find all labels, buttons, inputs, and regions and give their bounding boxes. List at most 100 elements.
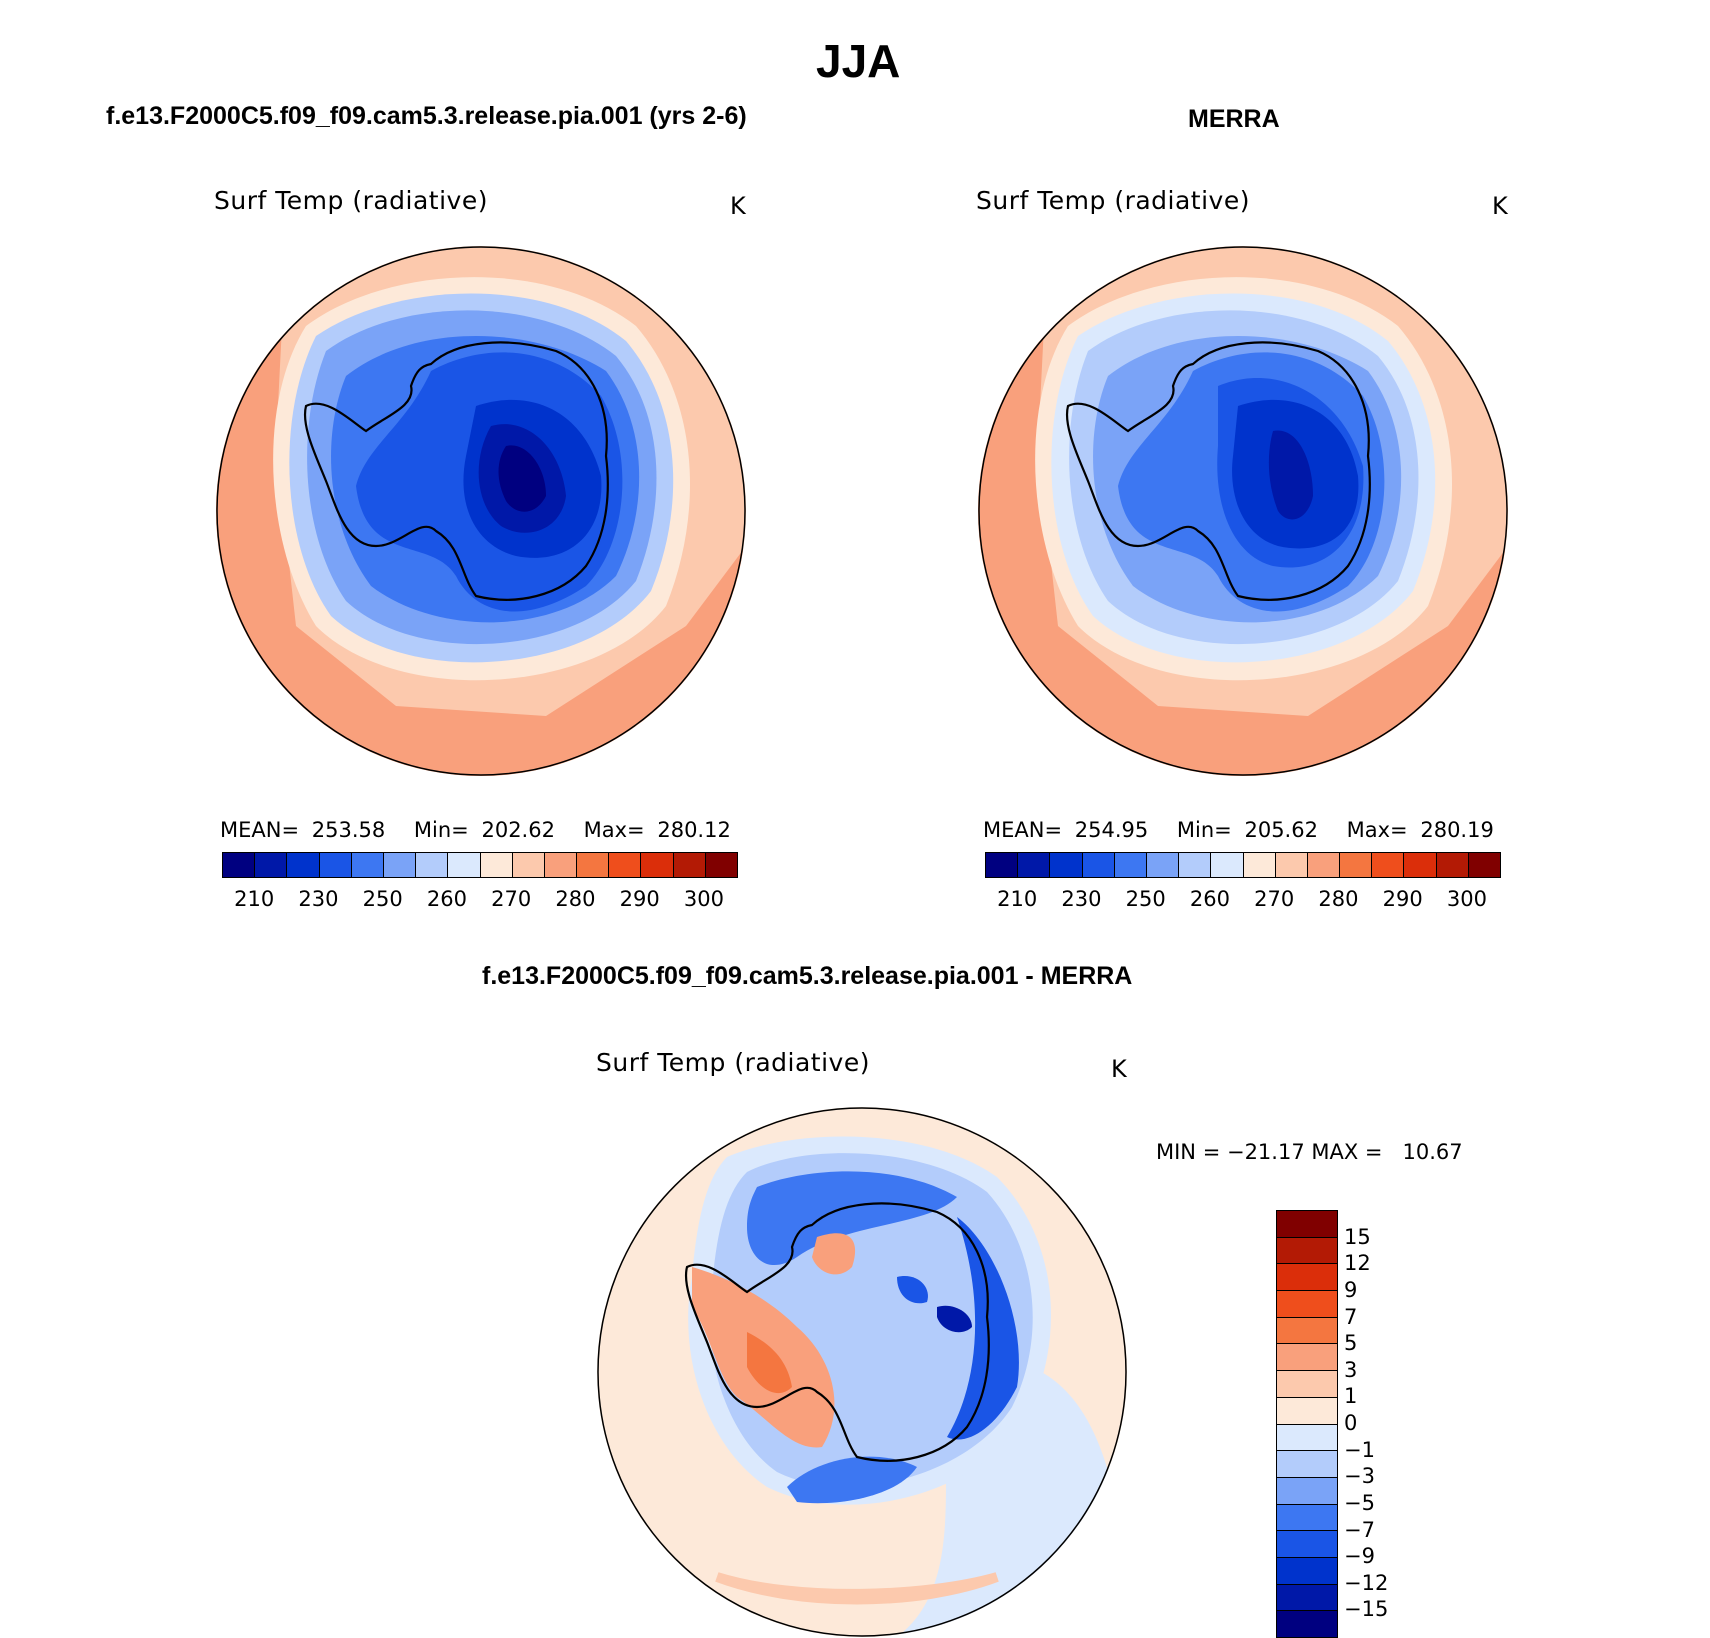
colorbar-swatch bbox=[1275, 853, 1308, 877]
panel-2-colorbar bbox=[985, 852, 1501, 878]
antarctica-coastline bbox=[303, 341, 609, 601]
colorbar-tick-label: −5 bbox=[1344, 1490, 1375, 1515]
panel-2-max-label: Max= bbox=[1346, 818, 1408, 842]
colorbar-swatch bbox=[1340, 853, 1373, 877]
colorbar-swatch bbox=[1277, 1211, 1337, 1238]
colorbar-swatch bbox=[1277, 1611, 1337, 1637]
colorbar-swatch bbox=[255, 853, 288, 877]
panel-2-min-label: Min= bbox=[1176, 818, 1232, 842]
colorbar-swatch bbox=[705, 853, 737, 877]
colorbar-swatch bbox=[1277, 1504, 1337, 1532]
antarctica-coastline bbox=[1065, 341, 1371, 601]
colorbar-tick-label: −3 bbox=[1344, 1464, 1375, 1489]
colorbar-swatch bbox=[1277, 1451, 1337, 1478]
colorbar-tick-label: 280 bbox=[555, 887, 596, 911]
colorbar-tick-label: 260 bbox=[426, 887, 467, 911]
colorbar-swatch bbox=[673, 853, 706, 877]
panel-1-map bbox=[216, 246, 746, 776]
colorbar-tick-label: 270 bbox=[491, 887, 532, 911]
colorbar-swatch bbox=[1307, 853, 1341, 877]
diff-map bbox=[597, 1107, 1127, 1637]
colorbar-swatch bbox=[383, 853, 417, 877]
colorbar-swatch bbox=[1277, 1424, 1337, 1452]
colorbar-swatch bbox=[641, 853, 674, 877]
colorbar-swatch bbox=[1468, 853, 1500, 877]
panel-2-plot-title: Surf Temp (radiative) bbox=[976, 186, 1250, 215]
panel-2-colorbar-labels: 210 230 250 260 270 280 290 300 bbox=[985, 887, 1499, 913]
colorbar-swatch bbox=[1114, 853, 1147, 877]
colorbar-tick-label: 230 bbox=[1061, 887, 1102, 911]
colorbar-swatch bbox=[1277, 1397, 1337, 1425]
colorbar-swatch bbox=[1211, 853, 1244, 877]
colorbar-tick-label: 270 bbox=[1254, 887, 1295, 911]
panel-2-heading: MERRA bbox=[1188, 105, 1280, 133]
colorbar-swatch bbox=[1436, 853, 1469, 877]
colorbar-tick-label: 15 bbox=[1344, 1224, 1371, 1249]
colorbar-tick-label: 250 bbox=[362, 887, 403, 911]
diff-colorbar bbox=[1276, 1210, 1338, 1638]
colorbar-tick-label: 12 bbox=[1344, 1251, 1371, 1276]
colorbar-tick-label: 7 bbox=[1344, 1304, 1358, 1329]
colorbar-swatch bbox=[448, 853, 481, 877]
colorbar-swatch bbox=[1404, 853, 1437, 877]
panel-1-stats: MEAN= 253.58 Min= 202.62 Max= 280.12 bbox=[220, 818, 731, 842]
panel-2-units: K bbox=[1492, 192, 1508, 220]
panel-1-heading: f.e13.F2000C5.f09_f09.cam5.3.release.pia… bbox=[106, 102, 747, 130]
colorbar-tick-label: 290 bbox=[619, 887, 660, 911]
colorbar-tick-label: 260 bbox=[1189, 887, 1230, 911]
panel-1-min-value: 202.62 bbox=[481, 818, 555, 842]
colorbar-swatch bbox=[480, 853, 513, 877]
diff-plot-title: Surf Temp (radiative) bbox=[596, 1048, 870, 1077]
colorbar-swatch bbox=[1277, 1317, 1337, 1345]
colorbar-tick-label: 0 bbox=[1344, 1411, 1358, 1435]
colorbar-tick-label: 300 bbox=[683, 887, 724, 911]
antarctica-coastline bbox=[684, 1202, 990, 1462]
panel-1-units: K bbox=[730, 192, 746, 220]
colorbar-swatch bbox=[1277, 1264, 1337, 1292]
panel-2-max-value: 280.19 bbox=[1420, 818, 1494, 842]
colorbar-swatch bbox=[223, 853, 256, 877]
diff-heading: f.e13.F2000C5.f09_f09.cam5.3.release.pia… bbox=[482, 962, 1133, 990]
panel-2-map bbox=[978, 246, 1508, 776]
diff-minmax: MIN = −21.17 MAX = 10.67 bbox=[1156, 1140, 1463, 1164]
colorbar-swatch bbox=[544, 853, 578, 877]
colorbar-swatch bbox=[1243, 853, 1276, 877]
colorbar-swatch bbox=[1277, 1531, 1337, 1558]
panel-2-stats: MEAN= 254.95 Min= 205.62 Max= 280.19 bbox=[983, 818, 1494, 842]
colorbar-swatch bbox=[416, 853, 449, 877]
colorbar-swatch bbox=[609, 853, 642, 877]
colorbar-swatch bbox=[577, 853, 610, 877]
colorbar-tick-label: 250 bbox=[1125, 887, 1166, 911]
panel-2-mean-value: 254.95 bbox=[1074, 818, 1149, 842]
colorbar-swatch bbox=[1082, 853, 1115, 877]
colorbar-swatch bbox=[351, 853, 384, 877]
colorbar-swatch bbox=[1018, 853, 1051, 877]
colorbar-tick-label: 5 bbox=[1344, 1331, 1358, 1356]
panel-1-max-label: Max= bbox=[583, 818, 645, 842]
colorbar-swatch bbox=[1050, 853, 1083, 877]
colorbar-swatch bbox=[1277, 1477, 1337, 1505]
panel-1-plot-title: Surf Temp (radiative) bbox=[214, 186, 488, 215]
colorbar-swatch bbox=[986, 853, 1019, 877]
colorbar-swatch bbox=[1277, 1237, 1337, 1265]
figure-title: JJA bbox=[816, 35, 901, 87]
colorbar-swatch bbox=[512, 853, 545, 877]
colorbar-swatch bbox=[1277, 1344, 1337, 1372]
colorbar-tick-label: 300 bbox=[1446, 887, 1487, 911]
panel-2-min-value: 205.62 bbox=[1244, 818, 1318, 842]
panel-1-mean-label: MEAN= bbox=[220, 818, 300, 842]
panel-1-colorbar-labels: 210 230 250 260 270 280 290 300 bbox=[222, 887, 736, 913]
colorbar-tick-label: 3 bbox=[1344, 1357, 1358, 1382]
colorbar-swatch bbox=[287, 853, 320, 877]
colorbar-swatch bbox=[1277, 1371, 1337, 1398]
diff-colorbar-labels: 15 12 9 7 5 3 1 0 −1 −3 −5 −7 −9 −12 −15 bbox=[1344, 1210, 1404, 1636]
colorbar-tick-label: 290 bbox=[1382, 887, 1423, 911]
colorbar-tick-label: 1 bbox=[1344, 1384, 1358, 1409]
colorbar-swatch bbox=[1146, 853, 1180, 877]
colorbar-tick-label: −9 bbox=[1344, 1544, 1375, 1569]
colorbar-tick-label: 210 bbox=[234, 887, 275, 911]
panel-2-mean-label: MEAN= bbox=[983, 818, 1063, 842]
colorbar-swatch bbox=[1277, 1557, 1337, 1585]
panel-1-min-label: Min= bbox=[413, 818, 469, 842]
colorbar-swatch bbox=[1372, 853, 1405, 877]
